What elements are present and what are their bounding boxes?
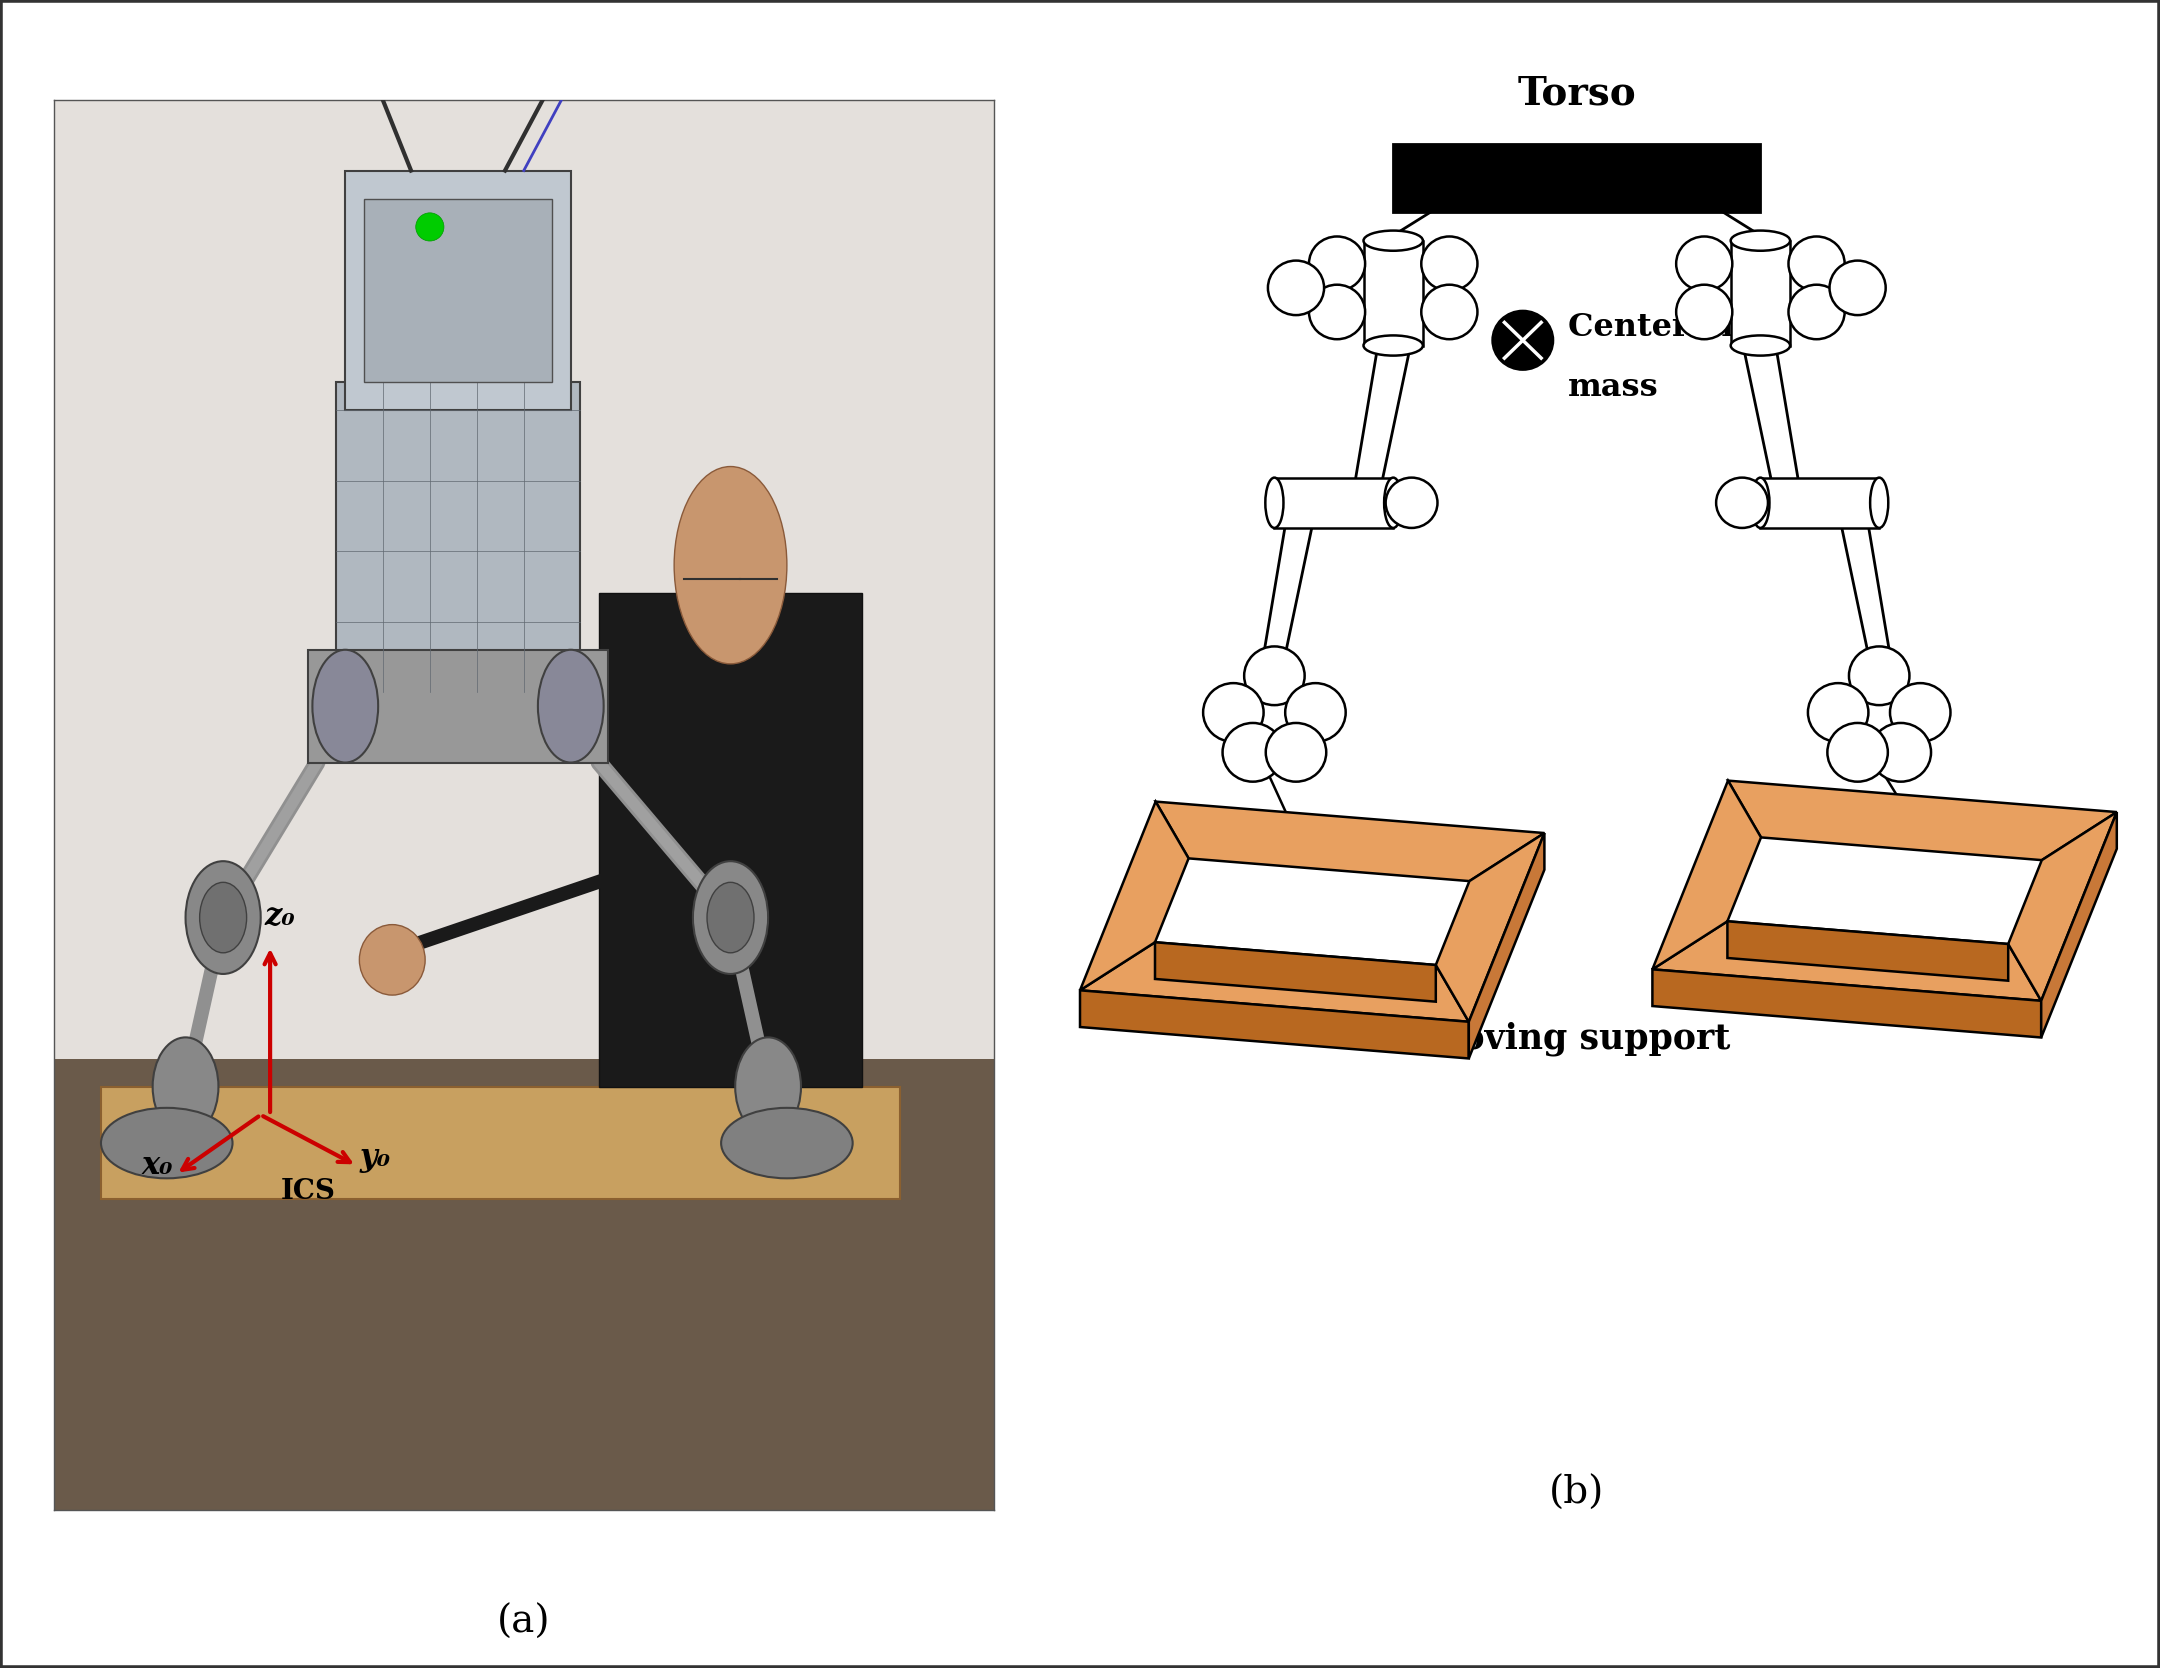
Ellipse shape <box>1309 237 1365 290</box>
Ellipse shape <box>1363 335 1423 355</box>
Bar <box>365 198 553 382</box>
Ellipse shape <box>1266 722 1326 782</box>
Ellipse shape <box>1266 477 1283 529</box>
Text: ICS: ICS <box>281 1179 335 1206</box>
Bar <box>1730 240 1791 345</box>
Ellipse shape <box>1830 260 1886 315</box>
Ellipse shape <box>1730 335 1791 355</box>
Polygon shape <box>1728 921 2009 981</box>
Polygon shape <box>1156 802 1544 881</box>
Bar <box>1760 477 1879 529</box>
Ellipse shape <box>1387 477 1439 529</box>
Ellipse shape <box>1676 237 1732 290</box>
Polygon shape <box>1080 942 1469 1022</box>
Polygon shape <box>102 1088 901 1199</box>
Text: mass: mass <box>1568 372 1659 404</box>
Ellipse shape <box>1715 477 1767 529</box>
Ellipse shape <box>186 861 261 974</box>
Ellipse shape <box>1493 310 1553 370</box>
Polygon shape <box>1652 921 2041 1001</box>
Text: Center of: Center of <box>1568 312 1734 344</box>
Ellipse shape <box>1223 722 1283 782</box>
Ellipse shape <box>1730 230 1791 250</box>
Ellipse shape <box>1268 260 1324 315</box>
Ellipse shape <box>538 651 603 762</box>
Ellipse shape <box>1285 684 1346 742</box>
Polygon shape <box>1080 802 1188 991</box>
Bar <box>1393 143 1760 212</box>
Text: z₀: z₀ <box>264 901 296 932</box>
Polygon shape <box>1080 991 1469 1059</box>
Ellipse shape <box>1385 477 1402 529</box>
Bar <box>54 100 994 1088</box>
Ellipse shape <box>1827 722 1888 782</box>
Bar <box>598 594 862 1088</box>
Ellipse shape <box>1788 285 1845 339</box>
Polygon shape <box>1436 832 1544 1022</box>
Ellipse shape <box>706 882 754 952</box>
Ellipse shape <box>1871 477 1888 529</box>
Text: Moving support: Moving support <box>1423 1022 1730 1056</box>
Polygon shape <box>2041 812 2117 1037</box>
Ellipse shape <box>1421 237 1477 290</box>
Ellipse shape <box>1890 684 1950 742</box>
Polygon shape <box>1652 781 1760 969</box>
Polygon shape <box>1652 969 2041 1037</box>
Ellipse shape <box>199 882 246 952</box>
Ellipse shape <box>1849 647 1909 706</box>
Bar <box>307 651 609 762</box>
Ellipse shape <box>102 1108 233 1178</box>
Ellipse shape <box>693 861 769 974</box>
Ellipse shape <box>415 214 445 242</box>
Ellipse shape <box>359 924 426 996</box>
Ellipse shape <box>1752 477 1769 529</box>
Ellipse shape <box>1871 722 1931 782</box>
Polygon shape <box>1469 832 1544 1059</box>
Bar <box>337 382 581 692</box>
Ellipse shape <box>153 1037 218 1136</box>
Bar <box>54 1059 994 1510</box>
Ellipse shape <box>1788 237 1845 290</box>
Ellipse shape <box>1808 684 1868 742</box>
Ellipse shape <box>1421 285 1477 339</box>
Bar <box>346 170 570 410</box>
Ellipse shape <box>674 467 786 664</box>
Ellipse shape <box>1309 285 1365 339</box>
Text: (b): (b) <box>1549 1475 1605 1513</box>
Ellipse shape <box>1244 647 1305 706</box>
Bar <box>1363 240 1423 345</box>
Text: y₀: y₀ <box>361 1141 391 1173</box>
Text: (a): (a) <box>497 1605 551 1641</box>
Text: Torso: Torso <box>1518 75 1635 112</box>
Ellipse shape <box>313 651 378 762</box>
Polygon shape <box>2009 812 2117 1001</box>
Polygon shape <box>1156 942 1436 1002</box>
Ellipse shape <box>1363 230 1423 250</box>
Polygon shape <box>1728 781 2117 861</box>
Ellipse shape <box>721 1108 853 1178</box>
Ellipse shape <box>734 1037 801 1136</box>
Bar <box>1274 477 1393 529</box>
Ellipse shape <box>1203 684 1264 742</box>
Text: x₀: x₀ <box>143 1151 173 1181</box>
Ellipse shape <box>1676 285 1732 339</box>
